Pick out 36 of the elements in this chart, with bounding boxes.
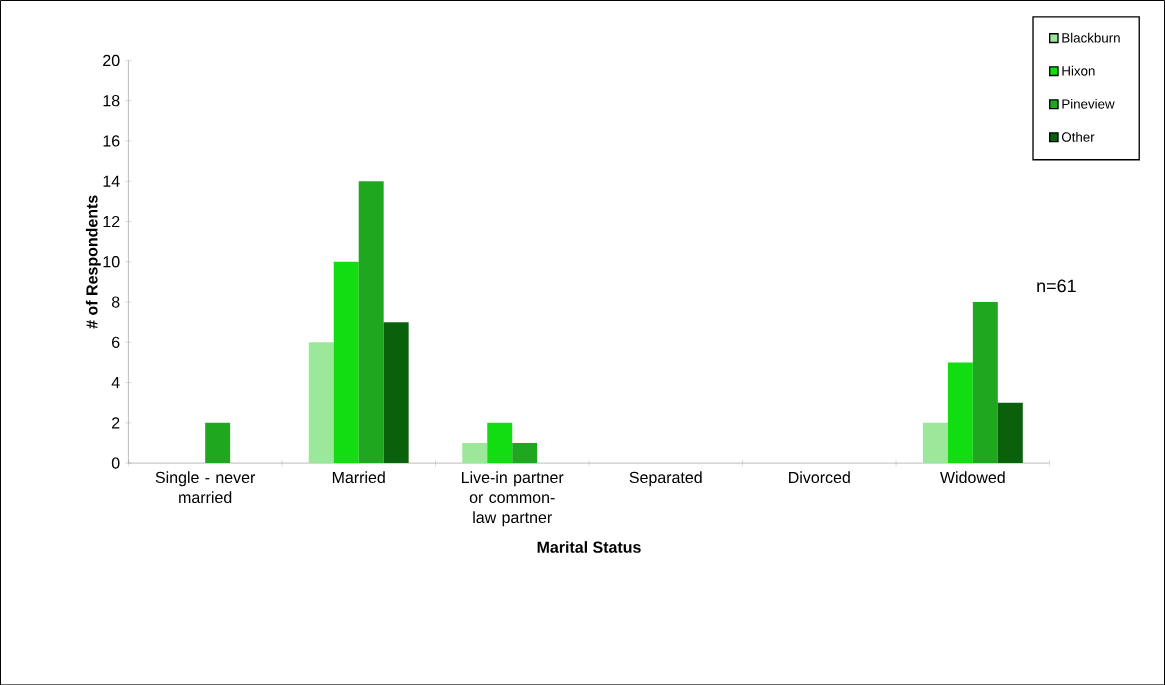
y-tick-label: 18 [103, 94, 120, 107]
y-tick-label: 10 [103, 255, 120, 268]
y-tick-label: 12 [103, 215, 120, 227]
bar [462, 442, 488, 463]
bar [947, 362, 973, 463]
y-tick-label: 4 [111, 376, 120, 388]
x-tick-label: Single - never married [155, 471, 256, 503]
bar [205, 422, 231, 463]
y-tick-label: 20 [103, 54, 120, 66]
y-tick-label: 2 [112, 417, 120, 429]
bar [972, 301, 998, 463]
y-tick-label: 0 [111, 457, 120, 469]
x-tick-label: Separated [629, 471, 702, 487]
y-tick-label: 14 [103, 175, 120, 187]
x-tick-label: Widowed [940, 471, 1005, 483]
legend-label: Hixon [1062, 65, 1095, 76]
x-tick-label: Live-in partner or common-law partner [462, 471, 564, 527]
bar [383, 321, 409, 463]
y-tick-label: 6 [112, 336, 120, 348]
bar [512, 442, 538, 463]
x-tick-label: Married [332, 471, 385, 483]
bar [922, 422, 948, 463]
bar [308, 342, 334, 463]
legend-label: Pineview [1062, 98, 1115, 109]
bar [487, 422, 513, 463]
y-axis-title: # of Respondents [85, 195, 101, 329]
legend-label: Blackburn [1062, 32, 1120, 43]
annotation: n=61 [1037, 279, 1076, 293]
x-tick-label: Divorced [789, 471, 850, 483]
y-tick-label: 8 [111, 296, 120, 308]
bar [333, 261, 359, 463]
legend-label: Other [1061, 131, 1095, 142]
bar [358, 181, 384, 463]
x-axis-title: Marital Status [537, 540, 641, 553]
bar [997, 402, 1023, 463]
y-tick-label: 16 [103, 135, 120, 147]
